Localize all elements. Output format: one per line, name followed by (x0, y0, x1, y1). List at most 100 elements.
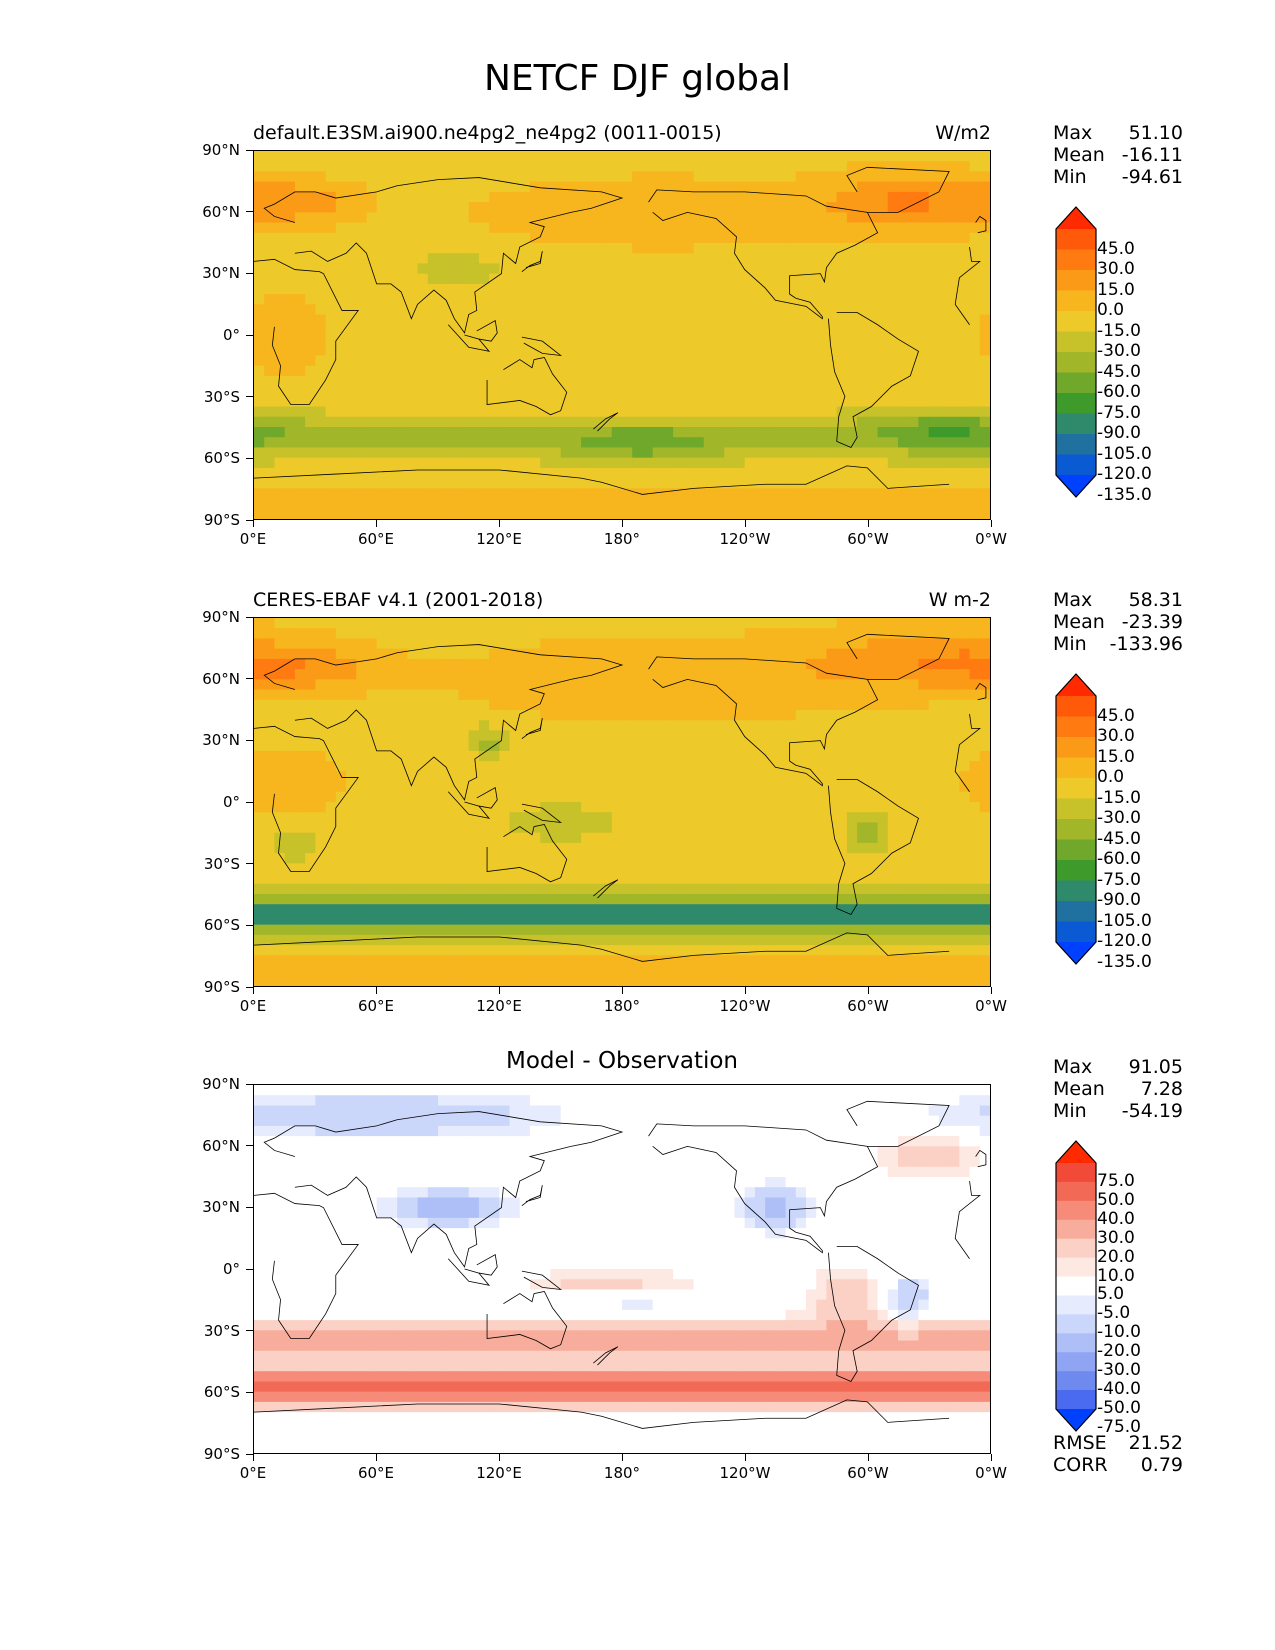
field-cell (417, 669, 429, 680)
field-cell (969, 883, 981, 895)
field-cell (601, 883, 613, 895)
field-cell (703, 386, 715, 397)
field-cell (908, 375, 920, 387)
field-cell (356, 314, 368, 326)
field-cell (489, 924, 500, 936)
field-cell (969, 161, 981, 173)
field-cell (724, 478, 736, 489)
field-cell (427, 802, 439, 813)
field-cell (591, 628, 603, 640)
field-cell (284, 253, 296, 265)
field-cell (928, 488, 940, 500)
field-cell (734, 447, 746, 459)
field-cell (673, 924, 684, 936)
field-cell (826, 365, 838, 377)
field-cell (683, 628, 695, 640)
field-cell (254, 478, 265, 489)
field-cell (284, 212, 296, 224)
field-cell (335, 263, 347, 275)
field-cell (734, 904, 746, 916)
field-cell (622, 294, 633, 305)
field-cell (928, 478, 940, 489)
field-cell (673, 314, 684, 326)
field-cell (754, 679, 766, 691)
field-cell (744, 171, 756, 183)
field-cell (550, 263, 562, 275)
field-cell (693, 904, 705, 916)
field-cell (366, 396, 378, 408)
field-cell (284, 427, 296, 438)
field-cell (703, 934, 715, 946)
field-cell (857, 253, 868, 265)
field-cell (683, 345, 695, 357)
field-cell (489, 842, 500, 854)
field-cell (325, 720, 337, 732)
field-cell (407, 212, 419, 224)
field-cell (673, 232, 684, 244)
field-cell (806, 212, 817, 224)
field-cell (458, 761, 470, 772)
field-cell (581, 365, 592, 377)
field-cell (356, 191, 368, 203)
field-cell (560, 202, 572, 213)
field-cell (305, 618, 316, 629)
field-cell (836, 863, 848, 875)
field-cell (509, 478, 521, 489)
field-cell (765, 232, 776, 244)
field-cell (407, 781, 419, 793)
field-cell (703, 924, 715, 936)
field-cell (305, 842, 316, 854)
field-cell (775, 191, 787, 203)
field-cell (499, 294, 511, 305)
field-cell (785, 151, 797, 162)
field-cell (305, 304, 316, 316)
field-cell (254, 212, 265, 224)
field-cell (519, 222, 531, 234)
field-cell (775, 324, 787, 336)
field-cell (795, 243, 807, 254)
field-cell (489, 273, 500, 285)
field-cell (458, 822, 470, 834)
field-cell (703, 181, 715, 193)
field-cell (356, 427, 368, 438)
field-cell (642, 618, 654, 629)
field-cell (468, 447, 480, 459)
field-cell (816, 934, 828, 946)
field-cell (335, 710, 347, 721)
field-cell (448, 658, 460, 670)
map-model[interactable] (253, 150, 991, 520)
field-cell (898, 304, 909, 316)
field-cell (816, 628, 828, 640)
field-cell (407, 699, 419, 711)
field-cell (284, 375, 296, 387)
field-cell (397, 669, 408, 680)
field-cell (846, 202, 858, 213)
field-cell (448, 273, 460, 285)
field-cell (519, 669, 531, 680)
field-cell (294, 648, 306, 660)
field-cell (949, 386, 960, 397)
field-cell (325, 447, 337, 459)
field-cell (530, 161, 541, 173)
field-cell (284, 822, 296, 834)
field-cell (581, 447, 592, 459)
field-cell (550, 232, 562, 244)
field-cell (795, 355, 807, 367)
field-cell (489, 457, 500, 469)
field-cell (335, 375, 347, 387)
field-cell (642, 791, 654, 803)
field-cell (417, 771, 429, 783)
map-observation[interactable] (253, 617, 991, 987)
field-cell (765, 863, 776, 875)
field-cell (601, 488, 613, 500)
field-cell (376, 375, 388, 387)
field-cell (959, 314, 971, 326)
field-cell (846, 853, 858, 864)
map-field-svg (254, 151, 990, 519)
field-cell (938, 781, 950, 793)
field-cell (448, 832, 460, 844)
field-cell (591, 283, 603, 295)
field-cell (673, 771, 684, 783)
field-cell (509, 863, 521, 875)
field-cell (448, 416, 460, 428)
